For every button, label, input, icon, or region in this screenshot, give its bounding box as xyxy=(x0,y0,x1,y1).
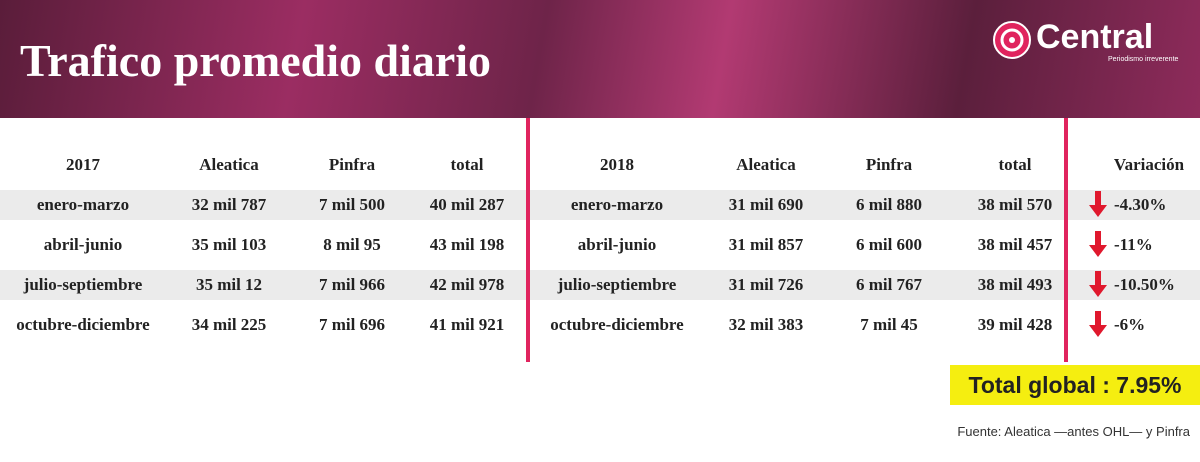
cell-value: 8 mil 95 xyxy=(323,235,381,254)
column-header: 2018 xyxy=(600,155,634,174)
row-label: octubre-diciembre xyxy=(16,315,150,334)
cell-value: 7 mil 696 xyxy=(318,315,386,334)
cell-value: 35 mil 103 xyxy=(191,235,267,254)
cell-value: 38 mil 457 xyxy=(977,235,1053,254)
source: Fuente: Aleatica —antes OHL— y Pinfra xyxy=(957,424,1190,439)
cell-value: 6 mil 880 xyxy=(855,195,923,214)
down-arrow xyxy=(1089,191,1107,217)
cell-value: 43 mil 198 xyxy=(429,235,505,254)
cell-value: 34 mil 225 xyxy=(191,315,267,334)
cell-value: 32 mil 383 xyxy=(728,315,804,334)
down-arrow xyxy=(1089,311,1107,337)
cell-value: 31 mil 857 xyxy=(728,235,804,254)
cell-value: 31 mil 690 xyxy=(728,195,804,214)
cell-value: 39 mil 428 xyxy=(977,315,1053,334)
cell-value: 35 mil 12 xyxy=(195,275,263,294)
logo-icon xyxy=(993,21,1031,59)
row-label: enero-marzo xyxy=(36,195,130,214)
row-label: julio-septiembre xyxy=(557,275,677,294)
column-header: Variación xyxy=(1113,155,1185,174)
divider xyxy=(526,118,530,362)
column-header: 2017 xyxy=(66,155,100,174)
cell-value: 38 mil 493 xyxy=(977,275,1053,294)
row-label: abril-junio xyxy=(43,235,123,254)
row-label: julio-septiembre xyxy=(23,275,143,294)
row-label: octubre-diciembre xyxy=(550,315,684,334)
variation-value: -11% xyxy=(1114,235,1153,254)
total-global: Total global : 7.95% xyxy=(950,365,1200,405)
logo-tagline: Periodismo irreverente xyxy=(1108,56,1179,63)
cell-value: 31 mil 726 xyxy=(728,275,804,294)
column-header: Pinfra xyxy=(865,155,913,174)
column-header: Aleatica xyxy=(199,155,259,174)
variation-value: -10.50% xyxy=(1114,275,1175,294)
column-header: total xyxy=(998,155,1032,174)
logo-name: Central xyxy=(1036,18,1154,56)
down-arrow xyxy=(1089,231,1107,257)
column-header: Pinfra xyxy=(328,155,376,174)
title: Trafico promedio diario xyxy=(20,35,492,86)
cell-value: 7 mil 966 xyxy=(318,275,386,294)
variation-value: -6% xyxy=(1114,315,1146,334)
cell-value: 6 mil 767 xyxy=(855,275,923,294)
cell-value: 7 mil 500 xyxy=(318,195,386,214)
column-header: total xyxy=(450,155,484,174)
cell-value: 42 mil 978 xyxy=(429,275,505,294)
variation-value: -4.30% xyxy=(1114,195,1167,214)
row-shade xyxy=(0,190,1200,220)
row-label: enero-marzo xyxy=(570,195,664,214)
cell-value: 38 mil 570 xyxy=(977,195,1053,214)
divider xyxy=(1064,118,1068,362)
header-photo xyxy=(0,0,1200,118)
row-shade xyxy=(0,270,1200,300)
cell-value: 32 mil 787 xyxy=(191,195,267,214)
cell-value: 6 mil 600 xyxy=(855,235,923,254)
column-header: Aleatica xyxy=(736,155,796,174)
cell-value: 7 mil 45 xyxy=(860,315,918,334)
cell-value: 40 mil 287 xyxy=(429,195,505,214)
row-label: abril-junio xyxy=(577,235,657,254)
cell-value: 41 mil 921 xyxy=(429,315,505,334)
down-arrow xyxy=(1089,271,1107,297)
